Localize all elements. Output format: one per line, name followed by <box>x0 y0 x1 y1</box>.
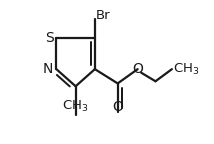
Text: O: O <box>112 100 123 114</box>
Text: CH$_3$: CH$_3$ <box>62 99 89 114</box>
Text: N: N <box>42 62 53 76</box>
Text: Br: Br <box>96 9 111 22</box>
Text: S: S <box>45 31 54 45</box>
Text: CH$_3$: CH$_3$ <box>173 62 199 77</box>
Text: O: O <box>132 62 143 76</box>
